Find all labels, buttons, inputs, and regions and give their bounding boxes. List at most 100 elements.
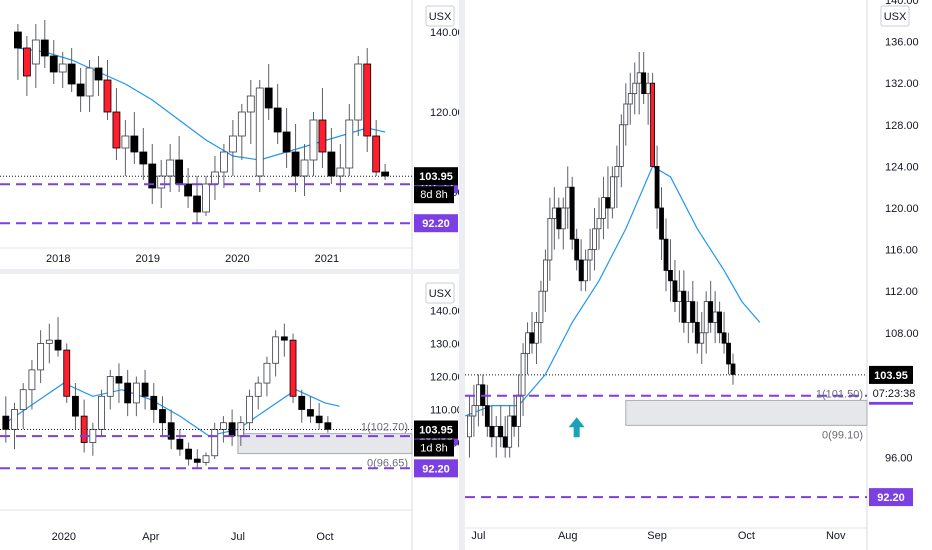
candle[interactable]: [690, 280, 696, 333]
candle[interactable]: [708, 280, 714, 333]
candle[interactable]: [372, 120, 381, 176]
candle[interactable]: [525, 322, 530, 375]
candle[interactable]: [645, 72, 651, 125]
candle[interactable]: [280, 323, 288, 357]
candle[interactable]: [103, 60, 112, 120]
candle[interactable]: [730, 353, 736, 385]
candle[interactable]: [132, 376, 140, 417]
currency-button[interactable]: [425, 282, 455, 304]
candle[interactable]: [592, 208, 597, 271]
weekly-chart-panel[interactable]: 140.00120.00100.002018201920202021101.95…: [0, 0, 459, 269]
candle[interactable]: [185, 442, 192, 466]
candle[interactable]: [272, 330, 280, 377]
candle[interactable]: [220, 416, 227, 443]
currency-button[interactable]: [425, 5, 455, 27]
candle[interactable]: [58, 52, 67, 88]
candle[interactable]: [534, 312, 539, 364]
candle[interactable]: [484, 384, 490, 437]
candle[interactable]: [507, 405, 513, 458]
candle[interactable]: [681, 270, 687, 333]
candle[interactable]: [184, 168, 192, 208]
candle[interactable]: [2, 396, 10, 443]
candle[interactable]: [583, 249, 588, 292]
candle[interactable]: [300, 144, 309, 196]
candle[interactable]: [139, 128, 148, 180]
candle[interactable]: [654, 145, 660, 229]
candle[interactable]: [587, 228, 593, 281]
candle[interactable]: [726, 332, 731, 375]
candle[interactable]: [529, 312, 535, 354]
candle[interactable]: [663, 218, 669, 292]
candle[interactable]: [712, 291, 718, 344]
candle[interactable]: [502, 416, 508, 458]
candle[interactable]: [80, 399, 88, 453]
candle[interactable]: [28, 359, 36, 410]
candle[interactable]: [601, 176, 606, 240]
candle[interactable]: [246, 389, 253, 430]
candle[interactable]: [40, 20, 49, 68]
candle[interactable]: [255, 80, 264, 192]
candle[interactable]: [551, 187, 557, 250]
candle[interactable]: [150, 383, 158, 423]
candle[interactable]: [106, 369, 114, 410]
vertical-divider[interactable]: [459, 0, 465, 550]
candle[interactable]: [623, 83, 629, 146]
main-chart-panel[interactable]: 140.00 136.00 132.00 128.00 124.00 120.00 116.…: [465, 0, 932, 550]
candle[interactable]: [19, 383, 27, 430]
candle[interactable]: [327, 128, 336, 184]
candle[interactable]: [289, 333, 297, 403]
candle[interactable]: [318, 88, 327, 168]
candle[interactable]: [115, 363, 123, 403]
candle[interactable]: [650, 72, 656, 167]
candle[interactable]: [569, 176, 575, 250]
candle[interactable]: [67, 48, 76, 92]
candle[interactable]: [273, 84, 282, 144]
candle[interactable]: [37, 330, 45, 384]
candle[interactable]: [315, 402, 323, 430]
candle[interactable]: [324, 416, 332, 433]
candle[interactable]: [694, 301, 700, 354]
candle[interactable]: [699, 312, 705, 364]
candle[interactable]: [130, 112, 139, 164]
daily-chart-panel[interactable]: 140.00130.00120.00110.00100.002020AprJul…: [0, 274, 459, 550]
candle[interactable]: [291, 124, 300, 192]
candle[interactable]: [176, 429, 184, 456]
candle[interactable]: [636, 52, 642, 115]
candle[interactable]: [54, 317, 62, 357]
fib-zone[interactable]: [237, 433, 413, 455]
main-chart-svg[interactable]: 140.00 136.00 132.00 128.00 124.00 120.00 116.…: [465, 0, 932, 550]
candle[interactable]: [141, 369, 149, 410]
candle[interactable]: [345, 104, 354, 176]
candle[interactable]: [263, 356, 271, 397]
candle[interactable]: [556, 197, 562, 240]
candle[interactable]: [498, 405, 504, 448]
candle[interactable]: [354, 56, 363, 136]
candle[interactable]: [148, 144, 157, 204]
candle[interactable]: [489, 405, 495, 448]
candle[interactable]: [363, 48, 372, 152]
candle[interactable]: [220, 144, 228, 188]
candle[interactable]: [659, 187, 664, 260]
candle[interactable]: [193, 449, 201, 469]
candle[interactable]: [94, 56, 103, 96]
candle[interactable]: [298, 389, 306, 423]
candle[interactable]: [565, 166, 571, 229]
candle[interactable]: [467, 395, 472, 458]
candle[interactable]: [578, 239, 584, 292]
candle[interactable]: [246, 80, 255, 144]
candle[interactable]: [493, 416, 499, 458]
candle[interactable]: [596, 197, 602, 250]
daily-chart-svg[interactable]: 140.00130.00120.00110.00100.002020AprJul…: [0, 274, 459, 550]
candle[interactable]: [202, 176, 210, 216]
candle[interactable]: [641, 52, 647, 104]
candle[interactable]: [63, 343, 71, 403]
candle[interactable]: [538, 280, 544, 344]
candle[interactable]: [516, 374, 521, 448]
candle[interactable]: [22, 36, 31, 96]
candle[interactable]: [45, 323, 53, 364]
candle[interactable]: [511, 395, 517, 437]
candle[interactable]: [166, 144, 175, 192]
candle[interactable]: [627, 72, 633, 125]
candle[interactable]: [282, 108, 291, 168]
candle[interactable]: [211, 156, 219, 200]
